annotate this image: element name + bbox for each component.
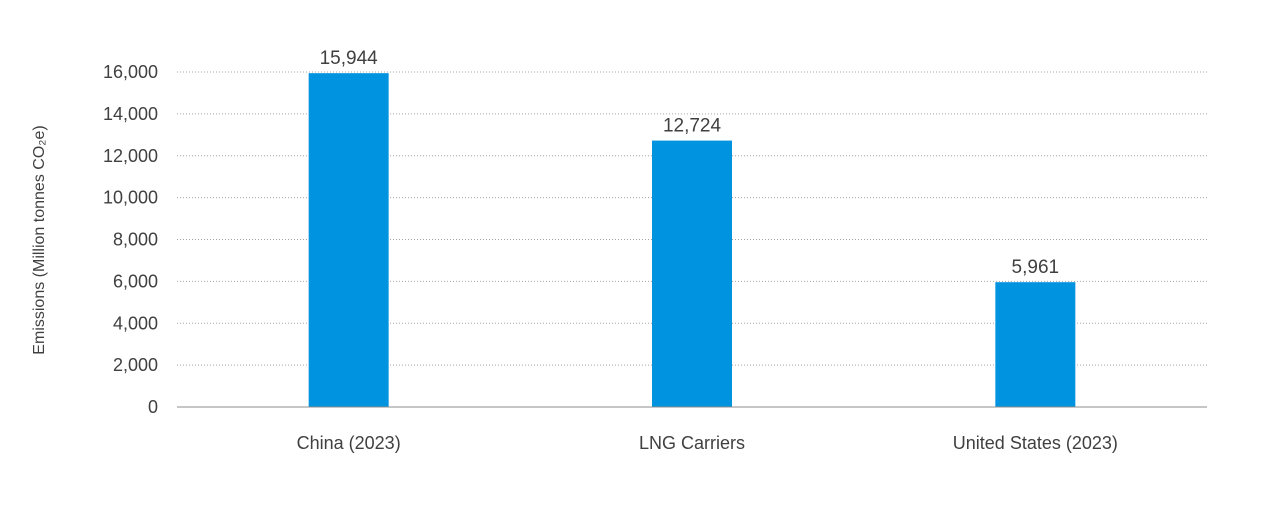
y-tick-label: 4,000 [113, 313, 158, 333]
x-category-label: China (2023) [297, 433, 401, 453]
bar-value-label: 5,961 [1012, 257, 1060, 278]
y-tick-label: 8,000 [113, 230, 158, 250]
bar-value-label: 15,944 [320, 48, 379, 69]
y-tick-label: 16,000 [103, 62, 158, 82]
y-tick-label: 10,000 [103, 188, 158, 208]
bars [308, 73, 1076, 408]
y-tick-label: 0 [148, 397, 158, 417]
y-tick-label: 14,000 [103, 104, 158, 124]
data-labels: 15,944 12,724 5,961 [320, 48, 1060, 278]
y-tick-label: 6,000 [113, 271, 158, 291]
y-axis-title: Emissions (Million tonnes CO₂e) [31, 125, 48, 354]
y-axis-ticks: 0 2,000 4,000 6,000 8,000 10,000 12,000 14,000 1… [103, 62, 158, 417]
bar [308, 73, 389, 408]
y-tick-label: 12,000 [103, 146, 158, 166]
bar [652, 140, 732, 407]
x-category-label: United States (2023) [953, 433, 1118, 453]
x-axis-categories: China (2023) LNG Carriers United States (2… [297, 433, 1118, 453]
x-category-label: LNG Carriers [639, 433, 745, 453]
y-tick-label: 2,000 [113, 355, 158, 375]
bar-value-label: 12,724 [663, 116, 722, 137]
bar [995, 282, 1076, 407]
